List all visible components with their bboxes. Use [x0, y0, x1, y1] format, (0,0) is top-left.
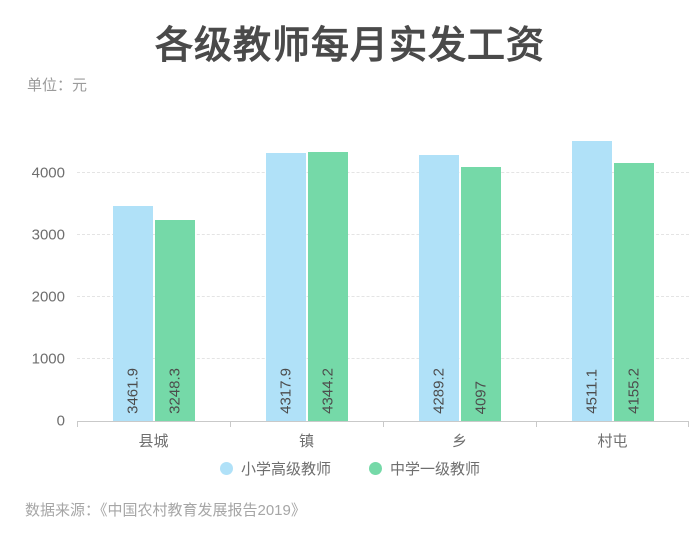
legend-dot-icon	[219, 462, 233, 475]
bar-中学一级教师: 4155.2	[613, 163, 654, 421]
bar-value-label: 4097	[472, 380, 489, 414]
x-axis-tick	[230, 421, 231, 427]
y-axis-tick-label: 3000	[31, 226, 65, 244]
source-note: 数据来源：《中国农村教育发展报告2019》	[25, 502, 306, 519]
bar-中学一级教师: 4344.2	[307, 151, 348, 421]
legend-item-小学高级教师[interactable]: 小学高级教师	[219, 458, 331, 479]
x-category-label: 镇	[298, 433, 315, 450]
page-title: 各级教师每月实发工资	[154, 25, 545, 67]
y-axis-tick-label: 1000	[31, 350, 65, 368]
bar-value-label: 4511.1	[583, 369, 600, 414]
legend-dot-icon	[369, 462, 382, 475]
bar-小学高级教师: 4289.2	[418, 155, 459, 421]
bar-小学高级教师: 4317.9	[265, 153, 306, 421]
bar-中学一级教师: 3248.3	[154, 219, 195, 421]
bar-小学高级教师: 3461.9	[112, 206, 153, 421]
x-category-label: 县城	[138, 433, 169, 450]
gridline	[77, 295, 689, 297]
gridline	[77, 358, 689, 359]
bar-value-label: 3461.9	[124, 368, 141, 414]
y-axis-tick-label: 4000	[31, 164, 65, 182]
legend: 小学高级教师 中学一级教师	[0, 458, 700, 479]
plot-area: 0 1000 2000 3000 4000 3461.9 3248.3 县城 4317.9 434…	[32, 112, 689, 450]
x-category-label: 乡	[451, 433, 468, 450]
y-axis-tick-label: 0	[56, 412, 65, 430]
gridline	[77, 171, 689, 173]
bar-value-label: 3248.3	[166, 368, 183, 414]
legend-label: 中学一级教师	[390, 461, 481, 478]
x-axis-tick	[536, 421, 537, 427]
bar-中学一级教师: 4097	[460, 166, 501, 421]
bar-value-label: 4289.2	[430, 368, 447, 414]
bar-value-label: 4344.2	[319, 368, 336, 414]
bar-value-label: 4155.2	[625, 368, 642, 414]
x-axis-tick	[77, 421, 78, 427]
x-category-label: 村屯	[597, 433, 628, 450]
legend-item-中学一级教师[interactable]: 中学一级教师	[369, 458, 480, 479]
unit-label: 单位：元	[27, 77, 88, 94]
bar-小学高级教师: 4511.1	[571, 141, 612, 421]
bar-value-label: 4317.9	[277, 368, 294, 414]
x-axis-tick	[688, 421, 689, 427]
x-axis-tick	[383, 421, 384, 427]
y-axis-tick-label: 2000	[31, 288, 65, 306]
legend-label: 小学高级教师	[240, 461, 331, 478]
gridline	[77, 233, 689, 235]
